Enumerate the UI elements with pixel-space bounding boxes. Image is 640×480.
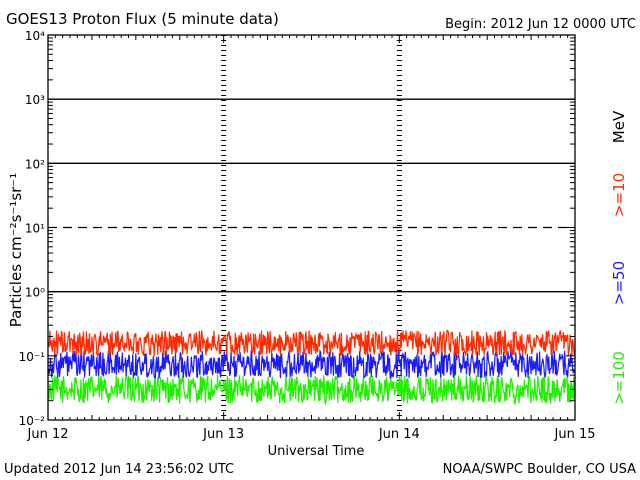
legend-entry: >=50 <box>610 261 628 305</box>
x-axis-ticks: Jun 12 Jun 13 Jun 14 Jun 15 <box>27 35 596 442</box>
legend: >=10 >=50 >=100 MeV <box>610 110 628 405</box>
y-axis-label: Particles cm⁻²s⁻¹sr⁻¹ <box>7 173 25 327</box>
x-tick-label: Jun 15 <box>554 427 596 442</box>
legend-unit: MeV <box>610 110 628 143</box>
y-tick-label: 10⁴ <box>25 29 45 43</box>
y-tick-label: 10¹ <box>25 222 45 236</box>
updated-time: Updated 2012 Jun 14 23:56:02 UTC <box>4 462 234 477</box>
series-line <box>47 348 576 380</box>
legend-entry: >=100 <box>610 351 628 405</box>
y-tick-label: 10³ <box>25 93 45 107</box>
y-tick-label: 10⁰ <box>25 286 45 300</box>
x-axis-label: Universal Time <box>268 444 365 459</box>
x-tick-label: Jun 12 <box>27 427 69 442</box>
y-tick-label: 10⁻¹ <box>19 350 46 364</box>
x-tick-label: Jun 14 <box>378 427 420 442</box>
chart-title: GOES13 Proton Flux (5 minute data) <box>6 10 279 28</box>
x-tick-label: Jun 13 <box>202 427 244 442</box>
begin-time: Begin: 2012 Jun 12 0000 UTC <box>445 17 636 32</box>
series-line <box>47 374 576 406</box>
series-line <box>47 329 576 358</box>
y-tick-label: 10⁻² <box>19 414 46 428</box>
legend-entry: >=10 <box>610 173 628 217</box>
y-axis-ticks: 10⁻² 10⁻¹ 10⁰ 10¹ 10² 10³ 10⁴ <box>19 29 575 428</box>
y-tick-label: 10² <box>25 157 45 171</box>
series-layer <box>47 329 576 406</box>
credit: NOAA/SWPC Boulder, CO USA <box>443 462 636 477</box>
